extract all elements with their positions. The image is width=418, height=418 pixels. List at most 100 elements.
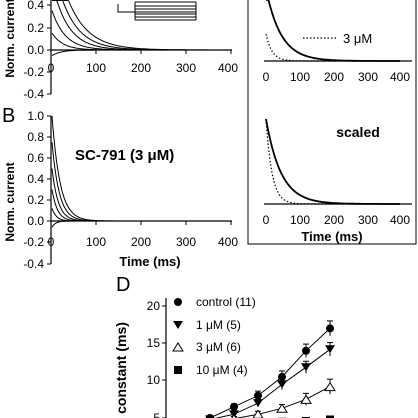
panel-c-top-traces (265, 0, 400, 62)
panel-d-point (276, 403, 288, 413)
panel-c-legend-dotted-label: 3 μM (343, 31, 372, 46)
panel-d-point (326, 324, 334, 333)
panel-d-ylabel: constant (ms) (113, 322, 129, 414)
panel-c-bottom-xtick-0: 0 (263, 213, 270, 227)
panel-d-scatter (205, 320, 336, 418)
panel-b-xtick-4: 400 (218, 235, 238, 249)
panel-b-xtick-0: 0 (48, 235, 55, 249)
legend-label-control: control (11) (196, 295, 256, 309)
legend-label-3um: 3 μM (6) (196, 340, 241, 354)
panel-d-fit-0 (209, 328, 331, 418)
panel-b-ytick-1: 0.8 (27, 130, 44, 144)
panel-d-point (302, 346, 310, 355)
panel-b-traces (51, 115, 231, 228)
panel-b-trace-3 (51, 189, 231, 222)
panel-c-top-xtick-1: 100 (290, 70, 310, 84)
panel-b-ytick-4: 0.2 (27, 193, 44, 207)
panel-c-bottom-xtick-2: 200 (324, 213, 344, 227)
panel-d-point (325, 345, 335, 354)
panel-a-xtick-0: 0 (48, 61, 55, 75)
panel-c-bottom-trace-1 (265, 118, 400, 205)
panel-b-xlabel: Time (ms) (119, 254, 180, 269)
panel-c-top-xtick-4: 400 (390, 70, 410, 84)
panel-c-top-xtick-0: 0 (263, 70, 270, 84)
panel-d-point (326, 415, 334, 418)
panel-c-bottom-trace-0 (265, 118, 400, 205)
panel-d-point (277, 380, 287, 389)
panel-b: B SC-791 (3 μM) Norm. current 1.0 0.8 0.… (2, 105, 238, 271)
panel-d-fit-2 (235, 386, 331, 418)
panel-a-ytick-2: 0.0 (27, 43, 44, 57)
panel-d-point (231, 413, 237, 418)
panel-d-point (302, 416, 310, 418)
panel-a-xtick-4: 400 (218, 61, 238, 75)
panel-a-xtick-2: 200 (131, 61, 151, 75)
panel-d-point (230, 402, 238, 411)
panel-b-trace-0 (51, 115, 231, 222)
panel-d-ytick-0: 20 (147, 299, 161, 313)
panel-d: D constant (ms) 20 15 10 5 control (11) … (113, 274, 336, 418)
panel-a-ytick-4: -0.4 (23, 87, 44, 101)
panel-d-point (252, 409, 264, 418)
panel-c-bottom-traces (265, 118, 400, 205)
panel-b-ytick-6: -0.2 (23, 235, 44, 249)
legend-marker-3um (172, 342, 184, 352)
panel-b-trace-5 (51, 220, 231, 228)
panel-a-xtick-3: 300 (176, 61, 196, 75)
panel-b-title: SC-791 (3 μM) (75, 147, 174, 164)
panel-b-ylabel: Norm. current (3, 162, 17, 241)
panel-d-legend: control (11) 1 μM (5) 3 μM (6) 10 μM (4) (172, 295, 256, 377)
panel-a-trace-4 (51, 32, 231, 51)
panel-d-ytick-2: 10 (147, 373, 161, 387)
panel-b-xtick-1: 100 (86, 235, 106, 249)
panel-a-ytick-1: 0.2 (27, 21, 44, 35)
panel-d-point (324, 381, 336, 392)
legend-marker-control (174, 298, 182, 306)
legend-label-10um: 10 μM (4) (196, 363, 248, 377)
panel-c-frame (247, 0, 417, 245)
panel-c-top-trace-1 (265, 33, 400, 62)
panel-c-scaled-label: scaled (336, 124, 380, 140)
panel-d-ytick-1: 15 (147, 336, 161, 350)
panel-b-ytick-7: -0.4 (23, 257, 44, 271)
panel-d-point (301, 363, 311, 372)
panel-a-ytick-3: -0.2 (23, 65, 44, 79)
panel-b-ytick-0: 1.0 (27, 109, 44, 123)
panel-b-xtick-3: 300 (176, 235, 196, 249)
panel-a-trace-0 (52, 0, 231, 51)
panel-d-ytick-3: 5 (153, 411, 160, 418)
panel-c-top-xtick-2: 200 (324, 70, 344, 84)
panel-d-letter: D (116, 274, 130, 296)
panel-c: 3 μM 0 100 200 300 400 scaled 0 100 200 … (247, 0, 417, 245)
panel-d-fit-1 (214, 348, 331, 418)
panel-d-point (300, 394, 312, 404)
panel-d-point (205, 415, 215, 418)
panel-c-bottom-xtick-4: 400 (390, 213, 410, 227)
panel-c-top-xtick-3: 300 (358, 70, 378, 84)
panel-a: Norm. current 0.4 0.2 0.0 -0.2 -0.4 0 10… (3, 0, 238, 101)
panel-a-trace-2 (52, 0, 231, 51)
panel-d-point (253, 399, 263, 408)
panel-c-top-trace-0 (266, 0, 400, 62)
panel-c-bottom-xtick-1: 100 (290, 213, 310, 227)
panel-a-trace-1 (52, 0, 231, 51)
legend-marker-10um (174, 366, 182, 374)
panel-a-ylabel: Norm. current (3, 0, 17, 78)
panel-c-xlabel: Time (ms) (301, 229, 362, 244)
panel-b-letter: B (2, 105, 15, 127)
panel-b-ytick-2: 0.6 (27, 151, 44, 165)
legend-label-1um: 1 μM (5) (196, 318, 241, 332)
panel-a-traces (51, 0, 231, 57)
panel-a-trace-5 (51, 49, 231, 57)
panel-a-xtick-1: 100 (86, 61, 106, 75)
panel-a-ytick-0: 0.4 (27, 0, 44, 12)
panel-d-point (254, 391, 262, 400)
panel-b-ytick-5: 0.0 (27, 214, 44, 228)
panel-b-ytick-3: 0.4 (27, 172, 44, 186)
protocol-inset (117, 1, 197, 21)
panel-c-bottom-xtick-3: 300 (358, 213, 378, 227)
panel-b-trace-2 (51, 168, 231, 222)
panel-b-xtick-2: 200 (131, 235, 151, 249)
legend-marker-1um (173, 321, 183, 329)
